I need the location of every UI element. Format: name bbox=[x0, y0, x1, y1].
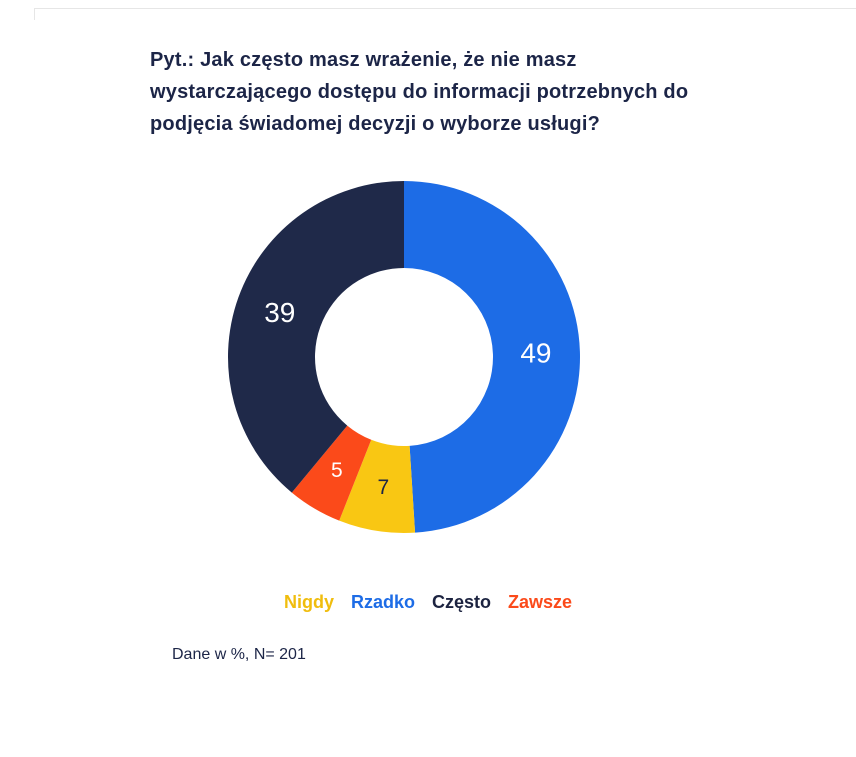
donut-segment-3 bbox=[228, 181, 404, 493]
legend-item-1: Rzadko bbox=[350, 592, 415, 612]
chart-title-line-2: wystarczającego dostępu do informacji po… bbox=[150, 81, 689, 103]
segment-value-label-3: 39 bbox=[264, 297, 295, 328]
card-corner-tick bbox=[34, 8, 35, 20]
chart-title-line-3: podjęcia świadomej decyzji o wyborze usł… bbox=[150, 113, 601, 135]
chart-legend: Nigdy Rzadko Często Zawsze bbox=[0, 592, 856, 613]
card-top-border bbox=[34, 8, 856, 9]
chart-title: Pyt.: Jak często masz wrażenie, że nie m… bbox=[150, 44, 770, 140]
chart-title-line-1: Pyt.: Jak często masz wrażenie, że nie m… bbox=[150, 49, 577, 71]
legend-item-2: Często bbox=[431, 592, 491, 612]
legend-item-3: Zawsze bbox=[508, 592, 573, 612]
segment-value-label-2: 5 bbox=[331, 459, 343, 482]
donut-segment-0 bbox=[404, 181, 581, 533]
segment-value-label-0: 49 bbox=[520, 337, 551, 368]
sample-size-note: Dane w %, N= 201 bbox=[172, 646, 306, 663]
segment-value-label-1: 7 bbox=[378, 476, 390, 499]
legend-item-0: Nigdy bbox=[283, 592, 334, 612]
donut-chart-area: 49 7 5 39 bbox=[224, 177, 584, 537]
donut-segment-2 bbox=[291, 425, 372, 521]
donut-chart: 49 7 5 39 bbox=[228, 181, 581, 533]
donut-segment-1 bbox=[339, 439, 416, 533]
